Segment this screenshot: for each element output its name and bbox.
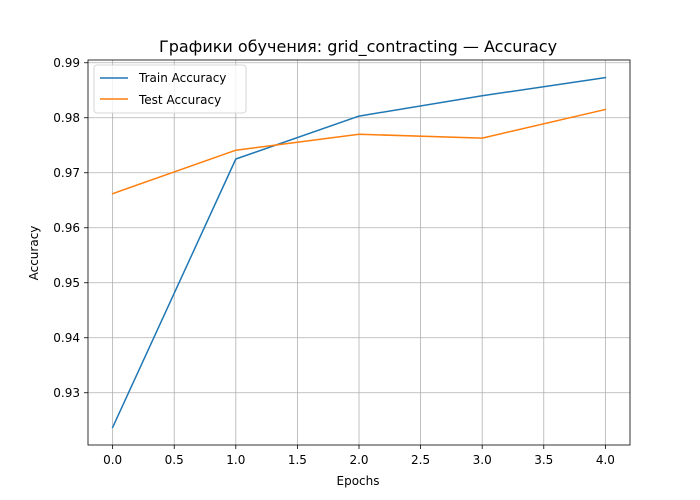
legend: Train Accuracy Test Accuracy — [93, 64, 247, 114]
x-tick-label: 3.5 — [534, 453, 553, 467]
y-tick-label: 0.93 — [53, 386, 80, 400]
y-tick-label: 0.99 — [53, 56, 80, 70]
y-tick-label: 0.94 — [53, 331, 80, 345]
test-accuracy-line — [111, 108, 607, 195]
x-tick-label: 4.0 — [596, 453, 615, 467]
y-tick-label: 0.98 — [53, 111, 80, 125]
x-axis-ticks: 0.0 0.5 1.0 1.5 2.0 2.5 3.0 3.5 4.0 — [103, 445, 615, 467]
x-tick-label: 0.5 — [165, 453, 184, 467]
x-tick-label: 3.0 — [473, 453, 492, 467]
x-tick-label: 2.5 — [411, 453, 430, 467]
legend-label-train: Train Accuracy — [138, 71, 226, 85]
y-tick-label: 0.97 — [53, 166, 80, 180]
series-lines — [111, 76, 607, 429]
y-tick-label: 0.95 — [53, 276, 80, 290]
legend-label-test: Test Accuracy — [138, 93, 221, 107]
y-axis-ticks: 0.93 0.94 0.95 0.96 0.97 0.98 0.99 — [53, 56, 88, 400]
x-tick-label: 0.0 — [103, 453, 122, 467]
x-tick-label: 1.5 — [288, 453, 307, 467]
x-axis-label: Epochs — [337, 474, 380, 488]
y-axis-label: Accuracy — [27, 226, 41, 281]
x-tick-label: 2.0 — [349, 453, 368, 467]
grid — [88, 60, 630, 445]
train-accuracy-line — [111, 76, 607, 429]
legend-box — [93, 64, 247, 114]
chart-title: Графики обучения: grid_contracting — Acc… — [159, 37, 557, 57]
x-tick-label: 1.0 — [226, 453, 245, 467]
y-tick-label: 0.96 — [53, 221, 80, 235]
